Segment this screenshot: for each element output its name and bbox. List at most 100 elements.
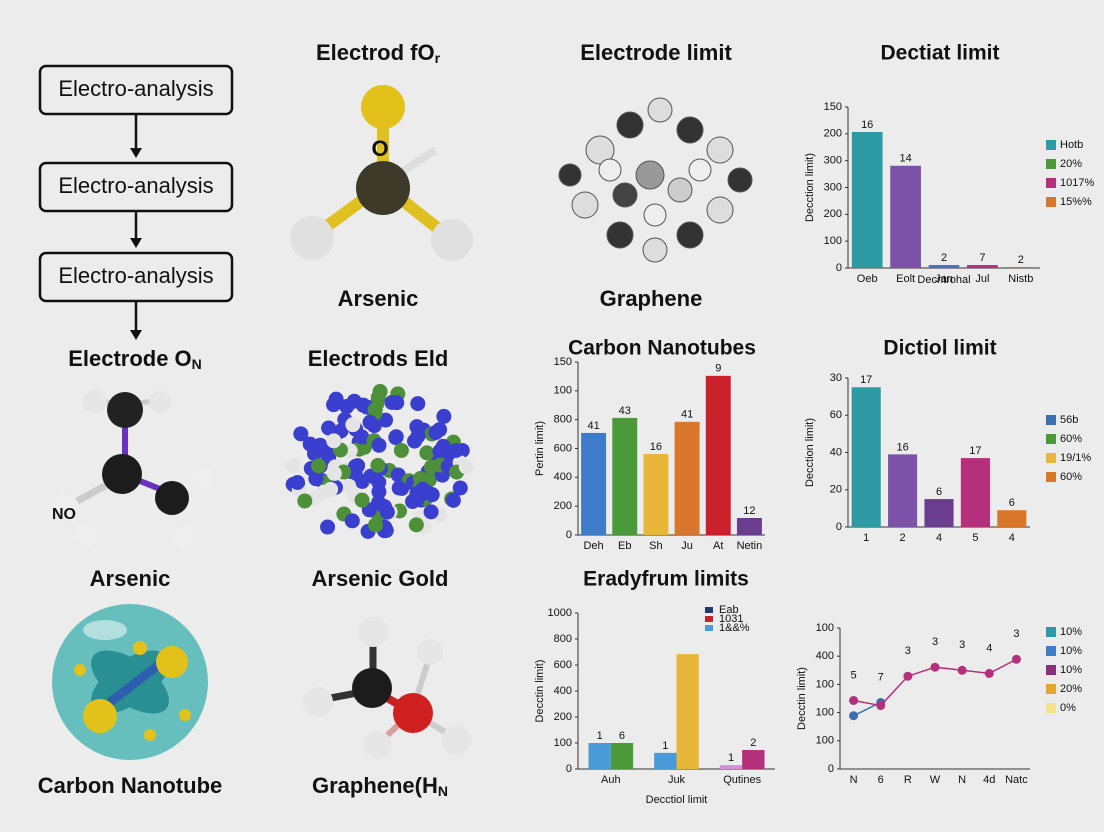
molecule-arsenic [290, 85, 473, 261]
atom [346, 393, 362, 409]
atom [326, 433, 342, 449]
caption: Electrods Eld [308, 346, 449, 371]
point [930, 662, 940, 672]
atom [354, 492, 370, 508]
bar [928, 265, 960, 268]
legend-swatch [1046, 646, 1056, 656]
y-tick-label: 40 [830, 446, 842, 458]
y-axis-label: Pertin limit) [534, 421, 546, 476]
caption: Carbon Nanotube [38, 773, 223, 798]
atom [378, 412, 394, 428]
atom [293, 426, 309, 442]
bar-label: 6 [619, 730, 625, 742]
bar [1005, 266, 1037, 268]
x-tick-label: W [930, 774, 941, 786]
atom [285, 458, 301, 474]
chart-title: Dictiol limit [883, 337, 996, 360]
atom [408, 517, 424, 533]
legend-label: 56b [1060, 414, 1078, 426]
x-tick-label: 6 [878, 774, 884, 786]
bar-label: 41 [681, 409, 693, 421]
legend-label: 10% [1060, 645, 1082, 657]
atom [370, 457, 386, 473]
legend-label: 1017% [1060, 177, 1094, 189]
bar-label: 41 [587, 420, 599, 432]
bar-label: 17 [969, 445, 981, 457]
legend-swatch [1046, 627, 1056, 637]
x-tick-label: Natc [1005, 774, 1028, 786]
arrow-head [130, 238, 142, 248]
legend-label: 0% [1060, 702, 1076, 714]
y-tick-label: 300 [824, 155, 842, 167]
bar [736, 517, 762, 535]
bar [588, 743, 611, 769]
bar-label: 14 [899, 153, 911, 165]
bar [924, 499, 954, 527]
bar-label: 16 [650, 441, 662, 453]
atom [384, 394, 400, 410]
legend-label: 15%% [1060, 196, 1092, 208]
y-tick-label: 300 [824, 181, 842, 193]
caption-subscript: N [192, 356, 202, 372]
atom [409, 485, 425, 501]
x-tick-label: Sh [649, 540, 662, 552]
y-tick-label: 100 [816, 622, 834, 634]
legend-label: 1&&% [719, 622, 750, 634]
atom [311, 458, 327, 474]
x-tick-label: Netin [737, 540, 763, 552]
x-tick-label: Jul [975, 273, 989, 285]
atom [328, 391, 344, 407]
x-tick-label: Qutines [723, 774, 761, 786]
y-tick-label: 100 [824, 235, 842, 247]
flow-label: Electro-analysis [58, 76, 213, 101]
bar-label: 1 [597, 730, 603, 742]
atom [424, 487, 440, 503]
bar [742, 750, 765, 769]
bar-label: 1 [662, 740, 668, 752]
x-axis-label: Decntrohal [917, 274, 970, 286]
molecule-graphene [558, 97, 753, 263]
point-label: 3 [932, 636, 938, 648]
atom [367, 402, 383, 418]
atom [371, 484, 387, 500]
y-axis-label: Decctin limit) [796, 667, 808, 730]
y-axis-label: Decctin limit) [534, 660, 546, 723]
atom [326, 465, 342, 481]
caption-text: Electrods Eld [308, 346, 449, 371]
point [903, 671, 913, 681]
bar [888, 454, 918, 527]
bar [705, 375, 731, 535]
bar [890, 165, 921, 268]
x-tick-label: 4d [983, 774, 995, 786]
caption-subscript: N [438, 783, 448, 799]
y-tick-label: 400 [554, 471, 572, 483]
point [957, 665, 967, 675]
x-axis-label: Decctiol limit [646, 794, 708, 806]
atom [290, 475, 306, 491]
point [849, 711, 859, 721]
legend-label: 20% [1060, 683, 1082, 695]
bar-label: 6 [936, 486, 942, 498]
bar [851, 387, 881, 527]
atom [354, 429, 370, 445]
legend-label: 19/1% [1060, 452, 1091, 464]
bar [676, 654, 699, 769]
chart-title: Eradyfrum limits [583, 568, 749, 591]
molecule-nanotube [52, 604, 208, 760]
chart-title: Carbon Nanotubes [568, 337, 756, 360]
legend-swatch [1046, 159, 1056, 169]
chart-title: Dectiat limit [880, 42, 999, 65]
x-tick-label: 5 [972, 532, 978, 544]
x-tick-label: Auh [601, 774, 621, 786]
atom [436, 408, 452, 424]
caption: Electrod fOr [316, 40, 441, 66]
point-label: 3 [905, 645, 911, 657]
atom [347, 465, 363, 481]
bar [610, 743, 634, 769]
y-tick-label: 150 [824, 101, 842, 113]
bar-label: 43 [619, 405, 631, 417]
atom-label: O [371, 136, 388, 161]
point [984, 668, 994, 678]
y-tick-label: 100 [816, 707, 834, 719]
atom [432, 422, 448, 438]
